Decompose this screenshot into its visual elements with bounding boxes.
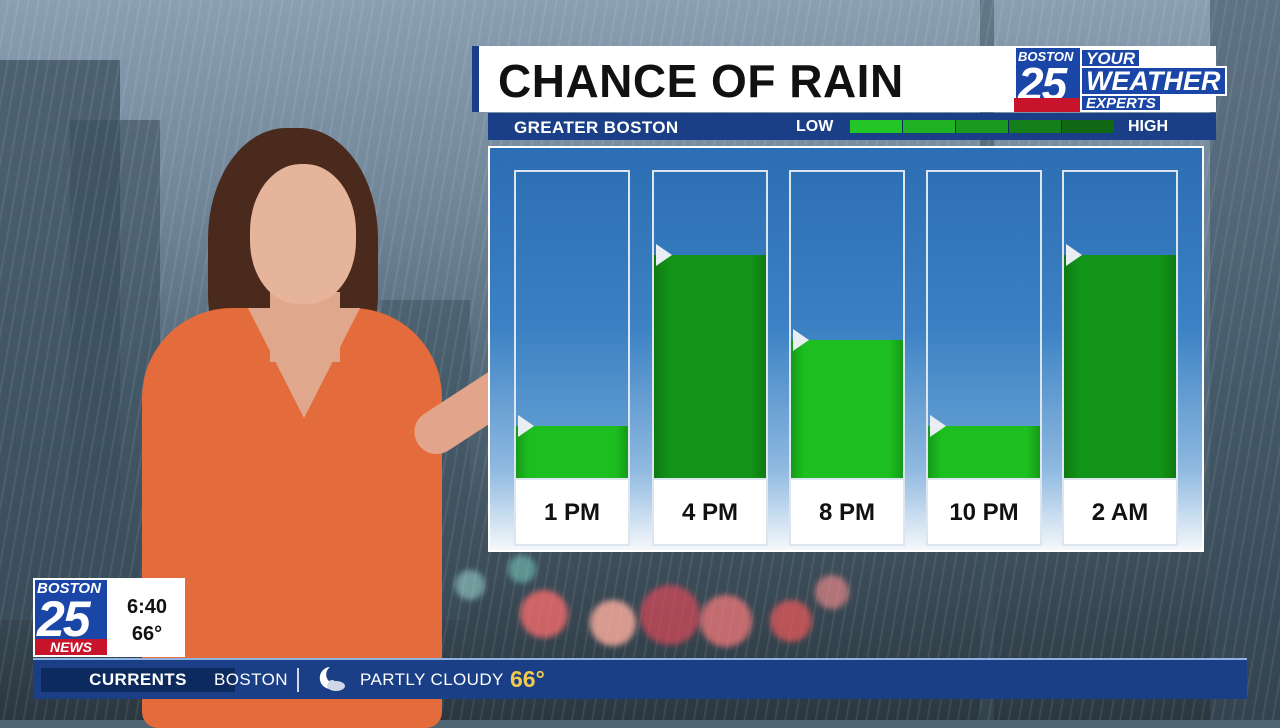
rain-column: 1 PM [514,170,630,546]
ticker-temp: 66° [510,666,545,692]
scale-high-label: HIGH [1128,118,1168,135]
rain-fill-bar [791,340,903,478]
bug-city: BOSTON [37,580,101,597]
time-label: 10 PM [926,480,1042,546]
logo-line-experts: EXPERTS [1080,94,1162,112]
bug-news: NEWS [35,639,107,655]
moon-cloud-icon [319,667,345,691]
rain-fill-bar [654,255,766,478]
level-marker-icon [930,415,946,437]
ticker-city: BOSTON [214,670,288,689]
rain-fill-bar [1064,255,1176,478]
scale-low-label: LOW [796,118,834,135]
scale-segment [1062,120,1114,133]
subheader-bar: GREATER BOSTON LOW HIGH [488,113,1216,140]
rain-column: 10 PM [926,170,1042,546]
rain-tube [652,170,768,480]
location-label: GREATER BOSTON [514,118,679,137]
rain-tube [789,170,905,480]
time-label: 4 PM [652,480,768,546]
level-marker-icon [1066,244,1082,266]
bug-channel: 25 [37,591,91,647]
rain-column: 4 PM [652,170,768,546]
intensity-scale [850,120,1114,133]
ticker-divider [297,668,299,692]
current-temp: 66° [131,623,163,645]
scale-segment [903,120,955,133]
station-logo: BOSTON 25 YOUR WEATHER EXPERTS [1014,46,1227,114]
time-label: 8 PM [789,480,905,546]
news-logo: BOSTON 25 NEWS [33,578,109,657]
weather-ticker: CURRENTS BOSTON PARTLY CLOUDY 66° [33,658,1247,699]
rain-fill-bar [516,426,628,478]
ticker-label: CURRENTS [41,668,235,692]
rain-chance-panel: 1 PM 4 PM 8 PM 10 PM 2 AM [488,146,1204,552]
current-time: 6:40 [126,596,168,618]
scale-segment [956,120,1008,133]
news-bug: BOSTON 25 NEWS 6:40 66° [33,578,185,657]
time-label: 1 PM [514,480,630,546]
level-marker-icon [656,244,672,266]
rain-column: 8 PM [789,170,905,546]
scale-segment [1009,120,1061,133]
page-title: CHANCE OF RAIN [498,55,904,107]
rain-tube [926,170,1042,480]
level-marker-icon [793,329,809,351]
time-temp-box: 6:40 66° [109,578,185,657]
rain-tube [1062,170,1178,480]
ticker-condition: PARTLY CLOUDY [360,670,504,689]
time-label: 2 AM [1062,480,1178,546]
rain-tube [514,170,630,480]
rain-column: 2 AM [1062,170,1178,546]
level-marker-icon [518,415,534,437]
rain-fill-bar [928,426,1040,478]
logo-line-weather: WEATHER [1080,66,1227,96]
logo-line-your: YOUR [1080,48,1142,68]
scale-segment [850,120,902,133]
logo-city: BOSTON [1018,49,1074,64]
